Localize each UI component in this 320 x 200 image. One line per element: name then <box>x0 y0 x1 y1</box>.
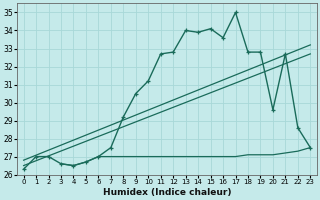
X-axis label: Humidex (Indice chaleur): Humidex (Indice chaleur) <box>103 188 231 197</box>
